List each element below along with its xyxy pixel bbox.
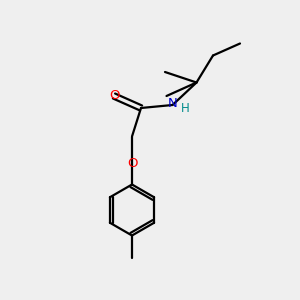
Text: H: H bbox=[181, 102, 190, 115]
Text: O: O bbox=[109, 89, 119, 103]
Text: O: O bbox=[127, 157, 137, 170]
Text: N: N bbox=[168, 97, 177, 110]
